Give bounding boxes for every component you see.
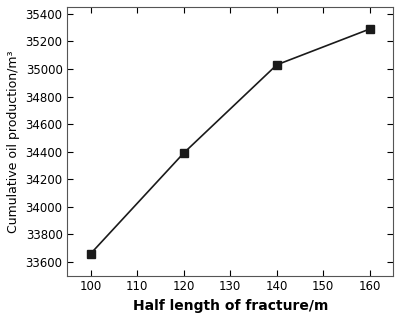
X-axis label: Half length of fracture/m: Half length of fracture/m: [132, 299, 328, 313]
Y-axis label: Cumulative oil production/m³: Cumulative oil production/m³: [7, 50, 20, 233]
